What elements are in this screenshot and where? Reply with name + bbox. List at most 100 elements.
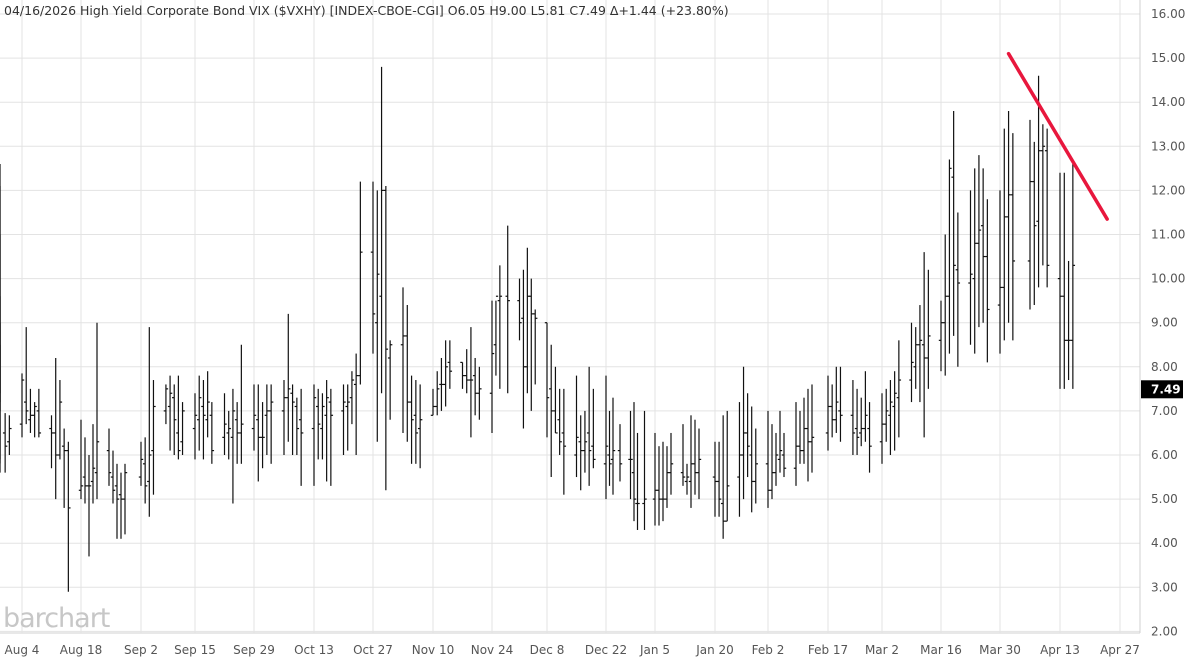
x-tick-label: Jan 20	[695, 643, 734, 657]
ohlc-bar	[409, 375, 414, 464]
ohlc-bar	[797, 410, 803, 464]
ohlc-bar	[383, 185, 389, 491]
ohlc-bar	[955, 212, 961, 367]
ohlc-bar	[447, 340, 453, 389]
ohlc-bar	[78, 419, 84, 500]
ohlc-bar	[286, 313, 291, 442]
ohlc-bar	[1006, 111, 1011, 323]
ohlc-bar	[1057, 172, 1063, 389]
ohlc-bar	[896, 340, 902, 438]
ohlc-bar	[628, 410, 633, 500]
ohlc-bar	[138, 441, 144, 486]
ohlc-bar	[680, 424, 686, 486]
ohlc-bar	[557, 388, 562, 455]
chart-title: 04/16/2026 High Yield Corporate Bond VIX…	[4, 3, 729, 18]
ohlc-bar	[311, 384, 317, 486]
ohlc-bar	[226, 410, 231, 460]
ohlc-bar	[172, 384, 177, 455]
ohlc-bar	[1040, 124, 1046, 266]
ohlc-bar	[294, 397, 300, 455]
ohlc-bar	[544, 322, 550, 438]
y-tick-label: 2.00	[1151, 624, 1178, 638]
ohlc-bar	[980, 168, 986, 323]
ohlc-bar	[720, 415, 726, 539]
ohlc-bar	[66, 441, 71, 592]
ohlc-bar	[888, 380, 893, 455]
ohlc-bar	[985, 199, 990, 363]
y-tick-label: 14.00	[1151, 95, 1185, 109]
y-tick-label: 10.00	[1151, 272, 1185, 286]
ohlc-bar	[439, 357, 444, 411]
ohlc-bar	[917, 305, 923, 403]
ohlc-bar	[793, 402, 799, 486]
ohlc-bar	[2, 413, 8, 473]
ohlc-bar	[997, 190, 1003, 354]
ohlc-bar	[635, 432, 640, 530]
ohlc-bar	[525, 247, 530, 394]
ohlc-bar	[370, 181, 376, 354]
ohlc-bar	[913, 327, 918, 389]
ohlc-bar	[642, 410, 647, 530]
ohlc-bar	[353, 353, 359, 455]
ohlc-bar	[1027, 119, 1033, 310]
ohlc-bar	[268, 384, 274, 464]
x-tick-label: Sep 15	[174, 643, 216, 657]
ohlc-bar	[316, 388, 321, 460]
x-tick-label: Apr 27	[1100, 643, 1140, 657]
ohlc-bar	[578, 415, 583, 491]
ohlc-bar	[260, 402, 265, 469]
ohlc-bar	[110, 450, 116, 504]
ohlc-bar	[801, 397, 807, 464]
ohlc-bar	[28, 388, 33, 433]
ohlc-bar	[197, 375, 202, 451]
x-tick-label: Apr 13	[1040, 643, 1080, 657]
ohlc-bar	[413, 380, 419, 464]
ohlc-bar	[773, 432, 779, 486]
ohlc-bar	[884, 388, 889, 442]
x-tick-label: Aug 4	[5, 643, 40, 657]
ohlc-bar	[290, 384, 295, 455]
ohlc-bar	[879, 393, 885, 464]
ohlc-bar	[716, 441, 722, 517]
ohlc-bar	[345, 384, 350, 451]
ohlc-bar	[324, 380, 329, 482]
barchart-logo: barchart	[3, 603, 110, 634]
ohlc-bar	[574, 375, 579, 478]
ohlc-bar	[533, 309, 538, 385]
ohlc-bar	[781, 432, 787, 478]
y-tick-label: 7.00	[1151, 404, 1178, 418]
ohlc-bar	[684, 463, 690, 495]
ohlc-bar	[86, 455, 92, 557]
ohlc-bar	[712, 441, 718, 517]
ohlc-bar	[464, 349, 469, 394]
ohlc-bar	[696, 428, 702, 500]
ohlc-bar	[349, 371, 355, 425]
ohlc-bar	[405, 305, 410, 442]
ohlc-bar	[417, 384, 423, 469]
y-tick-label: 16.00	[1151, 7, 1185, 21]
ohlc-bar	[656, 446, 662, 526]
x-tick-label: Sep 2	[124, 643, 158, 657]
ohlc-bar	[805, 388, 811, 482]
ohlc-bar	[688, 415, 694, 508]
y-tick-label: 6.00	[1151, 448, 1178, 462]
x-tick-label: Nov 24	[471, 643, 514, 657]
ohlc-bar	[142, 437, 148, 504]
ohlc-bar	[387, 340, 393, 420]
ohlc-bar	[859, 397, 864, 447]
ohlc-bar	[909, 322, 914, 403]
x-tick-label: Oct 27	[353, 643, 393, 657]
ohlc-bar	[517, 278, 522, 341]
ohlc-bar	[607, 410, 612, 486]
last-price-box	[1141, 380, 1183, 399]
ohlc-bar	[769, 424, 775, 500]
x-tick-label: Sep 29	[233, 643, 275, 657]
ohlc-bar	[692, 419, 698, 495]
ohlc-bar	[443, 340, 448, 407]
ohlc-bar	[205, 371, 210, 438]
y-tick-label: 15.00	[1151, 51, 1185, 65]
ohlc-bar	[472, 357, 478, 416]
ohlc-bar	[586, 366, 592, 486]
ohlc-bar	[460, 361, 465, 389]
